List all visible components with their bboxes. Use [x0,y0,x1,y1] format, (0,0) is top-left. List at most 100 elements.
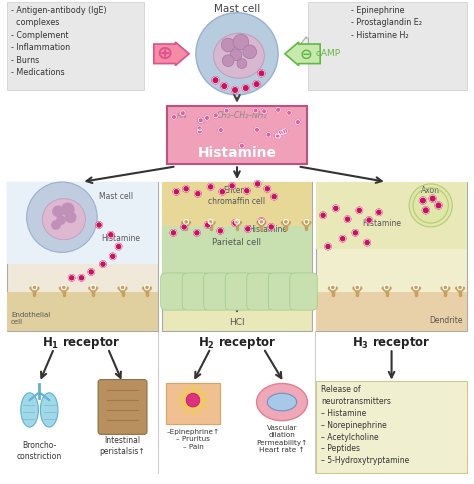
Circle shape [262,109,267,114]
FancyBboxPatch shape [166,106,308,165]
Circle shape [287,110,292,115]
Circle shape [195,191,201,197]
Circle shape [91,285,96,290]
Circle shape [304,219,309,224]
Text: Endothelial
cell: Endothelial cell [11,312,50,325]
Ellipse shape [42,198,85,240]
Text: Entero-
chromaffin cell: Entero- chromaffin cell [209,186,265,206]
Circle shape [339,236,346,242]
Circle shape [120,285,125,290]
Circle shape [181,224,187,230]
FancyBboxPatch shape [7,182,158,264]
Circle shape [233,34,249,50]
Circle shape [213,113,218,118]
Circle shape [414,285,419,290]
Circle shape [181,111,185,116]
Text: - Antigen-antibody (IgE)
  complexes
- Complement
- Inflammation
- Burns
- Medic: - Antigen-antibody (IgE) complexes - Com… [11,6,107,77]
FancyArrow shape [301,37,309,51]
Text: Mast cell: Mast cell [99,192,133,201]
Circle shape [78,275,84,281]
FancyBboxPatch shape [7,182,158,331]
Circle shape [56,215,66,225]
Text: Dendrite: Dendrite [429,316,463,325]
Circle shape [258,70,265,77]
Text: $\mathbf{H_2}$ receptor: $\mathbf{H_2}$ receptor [198,334,276,350]
Circle shape [355,285,360,290]
Circle shape [258,218,264,224]
Text: Parietal cell: Parietal cell [212,238,262,247]
FancyBboxPatch shape [162,182,312,331]
Circle shape [145,285,149,290]
Text: ∧∧: ∧∧ [195,118,207,126]
Circle shape [52,205,64,217]
Circle shape [116,243,122,250]
Text: Histamine: Histamine [248,226,287,234]
Text: HN: HN [176,113,187,120]
Text: $\mathbf{H_3}$ receptor: $\mathbf{H_3}$ receptor [352,334,431,350]
Text: Mast cell: Mast cell [214,4,260,14]
Text: ⊕: ⊕ [156,45,173,63]
Ellipse shape [21,393,38,427]
Circle shape [32,285,37,290]
Circle shape [186,393,200,407]
FancyBboxPatch shape [316,182,467,249]
Circle shape [283,219,288,224]
FancyBboxPatch shape [161,273,188,310]
FancyBboxPatch shape [247,273,274,310]
Text: Axon: Axon [421,186,440,195]
Text: ⊖: ⊖ [300,46,313,61]
FancyBboxPatch shape [162,226,312,300]
Circle shape [443,285,448,290]
FancyBboxPatch shape [290,273,317,310]
Circle shape [253,108,258,113]
Circle shape [100,261,106,267]
Circle shape [422,207,429,214]
FancyBboxPatch shape [268,273,296,310]
Circle shape [242,85,249,91]
Circle shape [88,269,94,275]
Circle shape [61,202,74,216]
FancyBboxPatch shape [98,379,147,434]
FancyBboxPatch shape [309,2,467,90]
Text: $\mathbf{H_1}$ receptor: $\mathbf{H_1}$ receptor [42,334,121,350]
FancyBboxPatch shape [225,273,253,310]
FancyArrow shape [154,42,189,65]
Text: Histamine: Histamine [198,146,276,160]
Circle shape [239,143,244,148]
Circle shape [222,55,234,66]
Circle shape [69,275,75,281]
FancyBboxPatch shape [316,182,467,331]
Circle shape [194,230,200,236]
Circle shape [458,285,463,290]
Text: Histamine: Histamine [101,234,140,243]
Circle shape [376,209,382,215]
Circle shape [435,202,442,209]
Circle shape [65,212,77,223]
Circle shape [244,188,250,194]
Circle shape [275,134,280,139]
Circle shape [255,127,259,132]
Circle shape [221,38,235,52]
Circle shape [237,59,247,68]
Circle shape [352,230,358,236]
Circle shape [183,186,189,192]
Circle shape [333,205,339,212]
Circle shape [224,108,229,113]
Circle shape [364,240,370,246]
Text: Histamine: Histamine [362,219,401,227]
FancyBboxPatch shape [316,291,467,331]
Circle shape [243,45,256,59]
Circle shape [271,194,277,200]
Circle shape [345,216,351,222]
Circle shape [184,219,189,224]
Circle shape [366,217,372,223]
Circle shape [219,128,223,133]
Circle shape [170,230,176,236]
Text: cAMP: cAMP [313,49,340,58]
Circle shape [204,222,211,228]
Ellipse shape [40,393,58,427]
Circle shape [330,285,335,290]
Circle shape [229,183,235,189]
Circle shape [212,77,219,84]
Circle shape [27,182,97,252]
